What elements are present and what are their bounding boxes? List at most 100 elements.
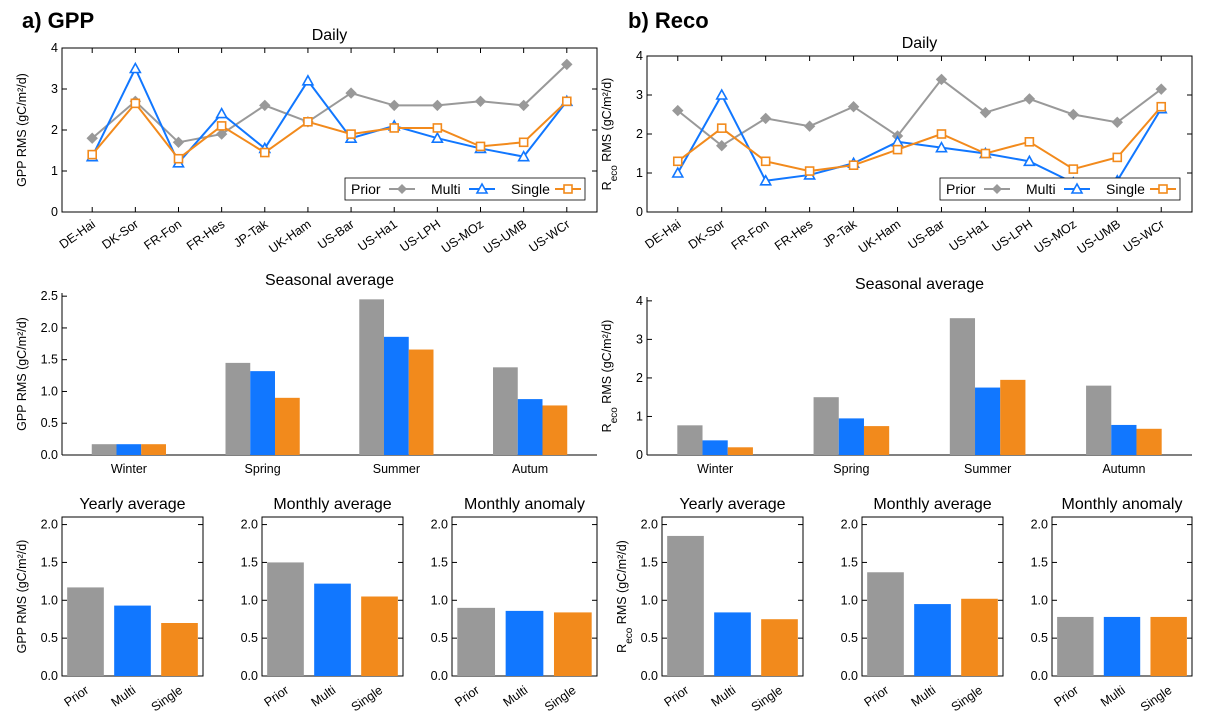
y-tick-label: 4: [636, 49, 643, 63]
y-axis-label: GPP RMS (gC/m²/d): [15, 317, 29, 431]
x-tick-label: UK-Ham: [856, 217, 903, 256]
x-tick-label: Summer: [964, 462, 1011, 476]
bar-prior: [359, 299, 385, 455]
data-point-multi: [671, 166, 685, 178]
x-tick-label: FR-Hes: [184, 217, 227, 253]
y-tick-label: 2: [51, 123, 58, 137]
data-point-multi: [301, 74, 315, 86]
x-tick-label: FR-Fon: [141, 217, 184, 253]
data-point-prior: [847, 100, 860, 113]
legend-marker-multi: [1070, 182, 1084, 194]
y-tick-label: 4: [51, 41, 58, 55]
bar-multi: [838, 418, 864, 455]
chart-gpp-anomaly: Monthly anomaly 0.0 0.5 1.0 1.5 2.0 Prior Multi…: [431, 496, 598, 714]
legend: Prior Multi Single: [939, 177, 1181, 201]
chart-title: Daily: [312, 27, 348, 44]
data-point-single: [518, 137, 529, 148]
y-tick-label: 0.0: [841, 669, 858, 683]
data-point-single: [87, 149, 98, 160]
y-tick-label: 1.5: [41, 353, 58, 367]
chart-title: Monthly average: [873, 496, 991, 513]
bar-multi: [384, 336, 409, 455]
x-tick-label: DE-Hai: [642, 217, 683, 252]
x-tick-label: US-WCr: [1121, 217, 1167, 255]
bar-single: [1000, 379, 1026, 455]
y-tick-label: 0: [51, 205, 58, 219]
x-tick-label: US-UMB: [481, 217, 529, 257]
data-point-multi: [715, 88, 729, 100]
bar-prior: [493, 367, 518, 455]
x-tick-label: Single: [349, 683, 386, 714]
bar-prior: [813, 397, 839, 455]
data-point-prior: [672, 104, 684, 117]
x-tick-label: Spring: [245, 462, 281, 476]
x-tick-label: FR-Fon: [729, 217, 772, 253]
legend-box: [344, 177, 586, 201]
x-tick-label: US-WCr: [526, 217, 572, 255]
panel-label-gpp: a) GPP: [22, 8, 94, 33]
y-tick-label: 1.5: [641, 555, 658, 569]
y-tick-label: 2.0: [641, 518, 658, 532]
series-line-prior: [677, 78, 1162, 147]
y-tick-label: 2.0: [431, 518, 448, 532]
data-point-multi: [517, 150, 531, 162]
data-point-prior: [431, 99, 444, 112]
y-tick-label: 1.5: [241, 555, 258, 569]
bar-prior: [67, 587, 104, 676]
y-tick-label: 2.5: [41, 289, 58, 303]
data-point-single: [389, 123, 400, 133]
chart-title: Yearly average: [679, 496, 785, 513]
bar-single: [761, 619, 798, 676]
data-point-single: [1112, 152, 1123, 163]
data-point-prior: [215, 128, 228, 140]
data-point-single: [259, 147, 270, 158]
data-point-prior: [759, 112, 772, 125]
chart-title: Monthly anomaly: [464, 496, 585, 513]
bar-multi: [116, 444, 142, 455]
y-tick-label: 1.0: [241, 593, 258, 607]
chart-title: Seasonal average: [265, 272, 394, 289]
bar-single: [863, 426, 890, 455]
data-point-single: [130, 98, 141, 109]
x-tick-label: US-UMB: [1075, 217, 1123, 257]
data-point-single: [216, 121, 227, 131]
legend-label-prior: Prior: [351, 181, 381, 197]
chart-reco-monthly: Monthly average 0.0 0.5 1.0 1.5 2.0 Prior Multi…: [841, 496, 1004, 714]
chart-title: Monthly average: [273, 496, 391, 513]
y-tick-label: 0.5: [41, 631, 58, 645]
y-tick-label: 3: [636, 332, 643, 346]
bar-single: [727, 447, 753, 455]
data-point-multi: [1023, 154, 1036, 167]
data-point-single: [561, 96, 572, 107]
x-tick-label: Single: [149, 683, 186, 714]
y-tick-label: 0.5: [841, 631, 858, 645]
legend-marker-prior: [397, 184, 407, 194]
bar-multi: [1111, 424, 1137, 455]
y-tick-label: 0.0: [241, 669, 258, 683]
bar-single: [274, 397, 300, 455]
data-point-single: [1024, 137, 1035, 147]
x-tick-label: Winter: [111, 462, 147, 476]
x-tick-label: Prior: [452, 683, 482, 710]
x-tick-label: US-Bar: [315, 217, 357, 252]
y-tick-label: 1.5: [1031, 555, 1048, 569]
y-tick-label: 0.0: [641, 669, 658, 683]
data-point-single: [173, 153, 184, 164]
y-tick-label: 3: [51, 82, 58, 96]
x-tick-label: Autumn: [1102, 462, 1145, 476]
bar-single: [161, 623, 198, 676]
y-tick-label: 2.0: [41, 321, 58, 335]
x-tick-label: UK-Ham: [266, 217, 313, 256]
bar-prior: [867, 572, 904, 676]
y-tick-label: 1.0: [431, 593, 448, 607]
chart-reco-yearly: Yearly average 0.0 0.5 1.0 1.5 2.0 Reco RMS (g…: [615, 496, 804, 714]
data-point-prior: [86, 132, 98, 144]
series-line-single: [91, 100, 568, 161]
x-tick-label: Prior: [1051, 683, 1081, 710]
data-point-single: [892, 144, 903, 155]
y-tick-label: 0.5: [641, 631, 658, 645]
data-point-prior: [1023, 93, 1036, 105]
bar-multi: [702, 440, 728, 455]
legend-label-multi: Multi: [1026, 181, 1056, 197]
chart-gpp-yearly: Yearly average 0.0 0.5 1.0 1.5 2.0 GPP RMS (gC…: [15, 496, 204, 714]
